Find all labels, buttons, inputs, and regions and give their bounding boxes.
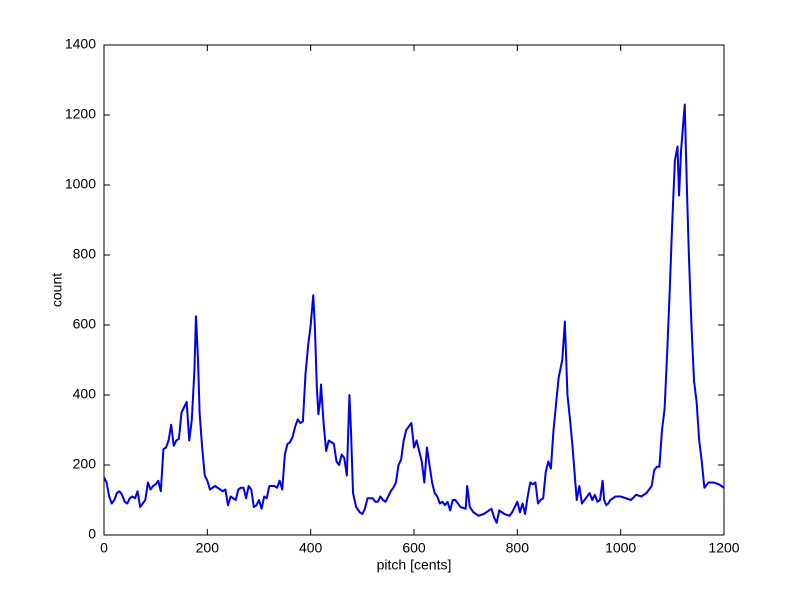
y-tick-label: 200 <box>73 456 97 472</box>
x-tick-label: 1200 <box>708 540 739 556</box>
y-tick-label: 400 <box>73 386 97 402</box>
y-tick-label: 1200 <box>65 106 96 122</box>
x-tick-label: 200 <box>196 540 220 556</box>
x-tick-label: 400 <box>299 540 323 556</box>
y-tick-label: 1000 <box>65 176 96 192</box>
x-axis-label: pitch [cents] <box>377 557 452 573</box>
x-tick-label: 800 <box>506 540 530 556</box>
y-tick-label: 600 <box>73 316 97 332</box>
y-tick-label: 800 <box>73 246 97 262</box>
y-tick-label: 0 <box>88 526 96 542</box>
x-tick-label: 0 <box>100 540 108 556</box>
axes-box <box>103 44 725 536</box>
x-tick-label: 1000 <box>605 540 636 556</box>
data-line <box>103 103 725 524</box>
y-tick-label: 1400 <box>65 36 96 52</box>
x-tick-label: 600 <box>402 540 426 556</box>
y-axis-label: count <box>49 273 65 307</box>
